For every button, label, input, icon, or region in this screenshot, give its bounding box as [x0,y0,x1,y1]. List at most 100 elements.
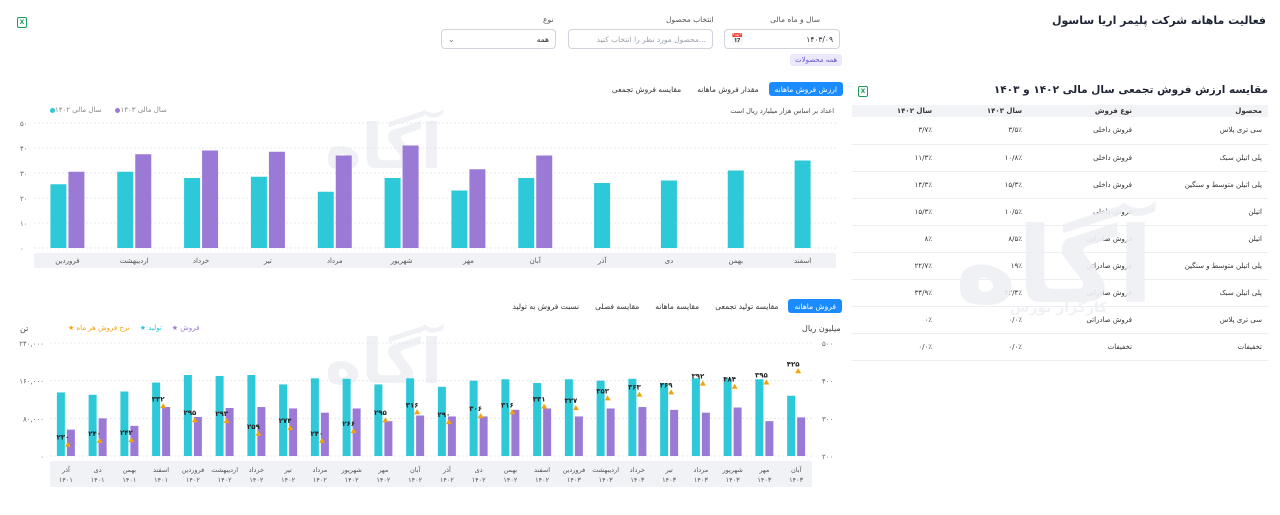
sale-rate-marker [414,409,421,415]
x-tick-year: ۱۴۰۲ [345,476,359,484]
bar-sales [320,412,329,456]
bar-1402 [250,176,267,248]
x-tick-year: ۱۴۰۳ [726,476,740,484]
bar-production [660,383,669,456]
page-title: فعالیت ماهانه شرکت پلیمر اریا ساسول [1051,14,1266,27]
all-products-chip[interactable]: همه محصولات [790,54,843,66]
col-year-1403: سال ۱۴۰۳ [938,105,1028,117]
x-tick-label: شهریور [390,257,413,265]
x-tick-month: شهریور [721,466,742,474]
bottom-chart-tabs: فروش ماهانه مقایسه تولید تجمعی مقایسه ما… [512,299,842,313]
cell-product: اتیلن [1138,198,1268,226]
tab-cumulative-production[interactable]: مقایسه تولید تجمعی [715,302,779,311]
x-tick-year: ۱۴۰۲ [186,476,200,484]
cell-y1403: ۳/۵٪ [938,117,1028,145]
cell-y1402: ۸٪ [852,225,938,253]
sale-rate-label: ۲۹۵ [374,409,388,417]
table-export-icon[interactable]: X [858,86,868,97]
cell-sale-type: فروش صادراتی [1028,306,1138,334]
cell-y1403: ۱۵/۳٪ [938,171,1028,199]
bar-sales [733,407,742,456]
x-tick-label: تیر [263,257,272,265]
sale-rate-marker [382,417,389,423]
cell-y1402: ۲۲/۷٪ [852,252,938,280]
x-tick-month: اردیبهشت [211,466,238,474]
x-tick-label: بهمن [728,257,743,265]
bar-production [469,380,478,456]
x-tick-year: ۱۴۰۳ [789,476,803,484]
sale-rate-marker [477,413,484,419]
table-row: پلی اتیلن سبک فروش داخلی ۱۰/۸٪ ۱۱/۳٪ [852,144,1268,172]
x-tick-month: آبان [791,465,803,474]
x-tick-label: آذر [597,256,607,265]
x-tick-year: ۱۴۰۲ [249,476,263,484]
bar-sales [543,408,552,456]
bar-production [247,375,256,456]
x-tick-month: مرداد [694,466,709,474]
bar-1402 [317,191,334,248]
left-unit-label: تن [20,324,29,333]
tab-seasonal-comparison[interactable]: مقایسه فصلی [595,302,640,311]
period-select[interactable]: 📅 ۱۴۰۳/۰۹ [724,29,840,49]
cell-y1402: ۳۴/۹٪ [852,279,938,307]
bar-production [564,379,573,456]
bar-production [374,384,383,456]
tab-monthly-sales[interactable]: فروش ماهانه [788,299,842,313]
sale-rate-marker [191,417,198,423]
bar-production [215,375,224,456]
sale-rate-marker [541,403,548,409]
sale-rate-marker [668,389,675,395]
x-tick-month: اردیبهشت [592,466,619,474]
bar-sales [130,425,139,456]
bar-sales [416,415,425,456]
sale-rate-marker [64,441,71,447]
bar-production [88,394,97,456]
x-tick-month: مرداد [313,466,328,474]
tab-monthly-comparison[interactable]: مقایسه ماهانه [655,302,700,311]
bar-sales [447,416,456,456]
x-tick-year: ۱۴۰۳ [567,476,581,484]
bar-sales [98,418,107,456]
y-tick-label: ۴۰ [20,145,28,153]
tab-monthly-sales-value[interactable]: ارزش فروش ماهانه [768,82,843,96]
excel-export-icon[interactable]: X [17,17,27,28]
bar-production [342,378,351,456]
x-tick-label: اسفند [794,257,811,265]
left-tick-label: ۰ [40,453,44,461]
sale-rate-label: ۳۵۳ [596,387,610,395]
y-tick-label: ۲۰ [20,195,28,203]
x-tick-month: آذر [61,465,71,474]
tab-sales-to-production[interactable]: نسبت فروش به تولید [512,302,580,311]
sale-rate-marker [509,409,516,415]
bar-production [279,384,288,456]
table-row: سی تری پلاس فروش صادراتی ۰/۰٪ ۰٪ [852,306,1268,334]
legend-production: ★ تولید [140,324,162,332]
col-sale-type: نوع فروش [1028,105,1138,117]
type-select[interactable]: ⌄ همه [441,29,556,49]
table-title: مقایسه ارزش فروش تجمعی سال مالی ۱۴۰۲ و ۱… [993,84,1268,96]
sale-rate-label: ۳۳۲ [152,395,166,403]
top-chart-note: اعداد بر اساس هزار میلیارد ریال است [730,107,834,115]
bar-sales [257,407,266,456]
sale-rate-marker [763,379,770,385]
bar-production [628,378,637,456]
x-tick-month: خرداد [249,466,264,474]
bar-1403 [536,155,553,248]
tab-monthly-sales-quantity[interactable]: مقدار فروش ماهانه [697,85,759,94]
legend-1402: سال مالی ۱۴۰۲ [48,106,101,114]
product-search-input[interactable]: محصول مورد نظر را انتخاب کنید... [568,29,713,49]
x-tick-year: ۱۴۰۲ [408,476,422,484]
tab-cumulative-sales-comparison[interactable]: مقایسه فروش تجمعی [611,85,682,94]
bar-sales [162,407,171,456]
sale-rate-marker [128,437,135,443]
x-tick-year: ۱۴۰۳ [630,476,644,484]
bar-sales [289,408,298,456]
bar-1403 [335,155,352,248]
sales-comparison-table: محصول نوع فروش سال ۱۴۰۳ سال ۱۴۰۲ سی تری … [852,105,1268,361]
bar-production [691,378,700,456]
bottom-chart-legend: ★ نرخ فروش هر ماه ★ تولید ★ فروش [68,324,199,332]
col-year-1402: سال ۱۴۰۲ [852,105,938,117]
sale-rate-label: ۳۳۱ [533,396,546,404]
legend-label: سال مالی ۱۴۰۲ [55,106,102,114]
cell-sale-type: تخفیفات [1028,333,1138,361]
